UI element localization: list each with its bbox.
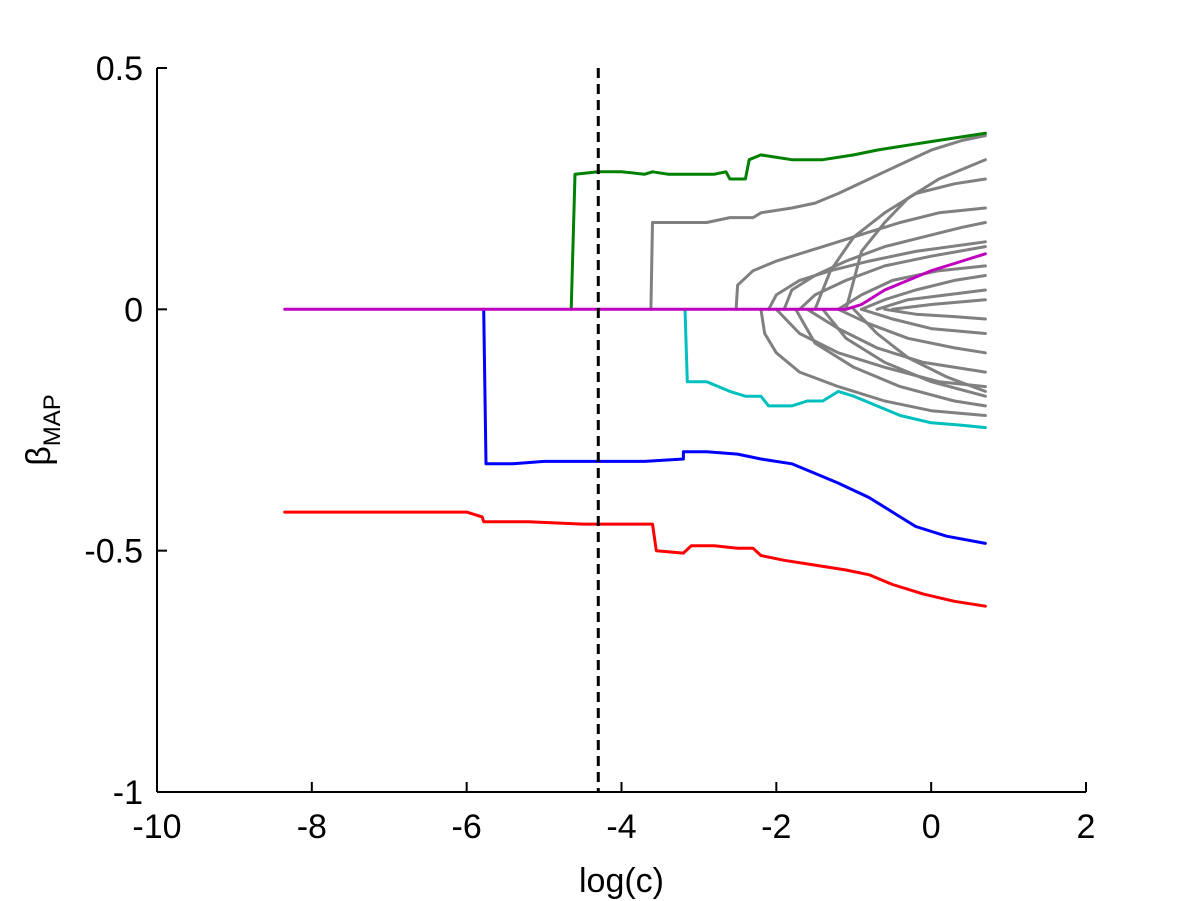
y-ticks: -1 -0.5 0 0.5 — [84, 50, 167, 812]
y-tick-label: 0 — [124, 291, 143, 329]
x-ticks: -10 -8 -6 -4 -2 0 2 — [132, 782, 1095, 846]
x-axis-label: log(c) — [579, 862, 664, 900]
series-layer — [283, 131, 987, 608]
x-tick-label: -6 — [452, 808, 482, 846]
series-line-10 — [875, 288, 987, 311]
x-tick-label: -10 — [132, 808, 181, 846]
series-line-7 — [798, 245, 987, 311]
y-axis-label-main: β — [20, 446, 58, 466]
series-line-19 — [759, 307, 987, 417]
series-line-17 — [821, 307, 987, 398]
x-tick-label: -4 — [606, 808, 636, 846]
plot-area: -10 -8 -6 -4 -2 0 2 -1 -0.5 0 0.5 — [84, 50, 1095, 846]
series-line-6 — [767, 240, 987, 311]
y-axis-label-subscript: MAP — [39, 394, 66, 446]
series-line-8 — [836, 264, 987, 311]
series-line-24 — [283, 510, 987, 608]
x-tick-label: -8 — [297, 808, 327, 846]
series-line-18 — [794, 307, 987, 408]
series-line-4 — [734, 206, 987, 311]
series-line-20 — [852, 307, 987, 393]
series-line-23 — [482, 307, 987, 545]
y-tick-label: -1 — [113, 774, 143, 812]
series-line-11 — [891, 298, 987, 311]
y-tick-label: 0.5 — [96, 50, 143, 88]
series-line-13 — [860, 307, 987, 335]
x-tick-label: 0 — [922, 808, 941, 846]
svg-text:βMAP: βMAP — [20, 394, 66, 466]
x-tick-label: -2 — [761, 808, 791, 846]
series-line-12 — [883, 307, 987, 321]
series-line-14 — [836, 307, 987, 355]
series-line-22 — [683, 307, 987, 430]
series-line-1 — [649, 134, 987, 311]
x-tick-label: 2 — [1077, 808, 1096, 846]
series-line-15 — [805, 307, 987, 374]
series-line-9 — [860, 274, 987, 311]
series-line-16 — [774, 307, 987, 389]
y-axis-label: βMAP — [20, 394, 66, 466]
y-tick-label: -0.5 — [84, 533, 143, 571]
series-line-25 — [283, 252, 987, 311]
series-line-21 — [569, 131, 987, 311]
series-line-5 — [782, 221, 987, 311]
